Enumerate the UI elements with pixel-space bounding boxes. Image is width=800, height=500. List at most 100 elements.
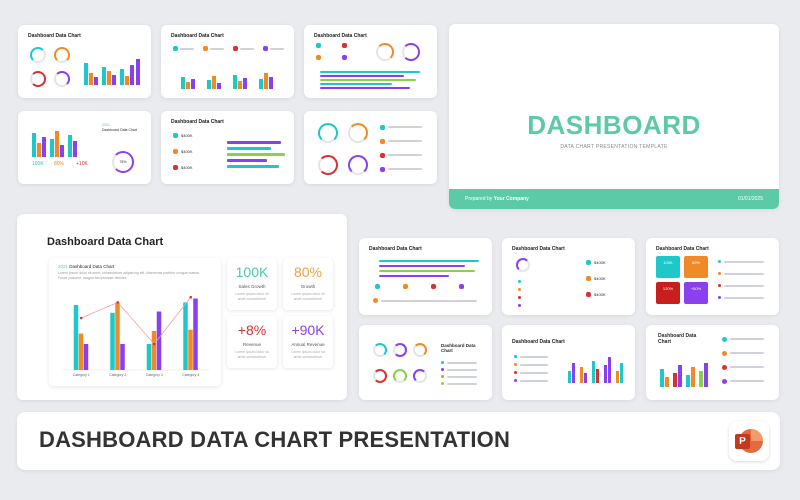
stat-value: 100K [235,264,269,280]
slide-thumb-8[interactable]: Dashboard Data Chart $400K $400K $400K [502,238,635,315]
bar-0-0 [73,305,79,370]
slide-thumb-4[interactable]: 2021 Dashboard Data Chart 100K 80% +10K … [18,111,151,184]
trend-point-2 [152,342,156,346]
slide-thumb-3[interactable]: Dashboard Data Chart [304,25,437,98]
mini-bar-chart [82,55,142,85]
x-tick-label: Category 4 [182,373,199,377]
stat-card-revenue: +8% Revenue Lorem ipsum dolor sit amet c… [227,316,277,368]
bar-2-2 [156,311,162,370]
chart-description: Lorem ipsum dolor sit amet, consectetuer… [58,271,200,280]
stat-label: Growth [300,284,316,289]
x-tick-label: Category 3 [146,373,163,377]
stat-value: $400K [181,165,193,170]
bar-1-0 [110,312,115,370]
stat-value: +10K [76,161,88,167]
stat-value: 80% [54,161,65,167]
featured-slide[interactable]: Dashboard Data Chart 2021 Dashboard Data… [17,214,347,400]
bar-3-2 [193,298,198,370]
slide-title: Dashboard Data Chart [658,333,697,345]
donut-ring [348,155,368,175]
stat-value: $400K [594,292,606,297]
bar-1-2 [120,344,125,370]
bar-2-1 [151,331,157,370]
bar-3-1 [188,329,193,370]
donut-ring [516,258,530,272]
trend-point-3 [189,295,193,299]
tile-purple: +50% [684,282,708,304]
stat-card-annual-revenue: +90K Annual Revenue Lorem ipsum dolor si… [283,316,333,368]
slide-thumb-2[interactable]: Dashboard Data Chart [161,25,294,98]
donut-ring [376,43,394,61]
donut-ring [413,369,427,383]
featured-title: Dashboard Data Chart [47,236,164,248]
trend-line [81,296,192,345]
slide-title: Dashboard Data Chart [171,119,224,125]
slide-thumb-12[interactable]: Dashboard Data Chart [646,325,779,400]
donut-ring [393,369,407,383]
donut-ring [54,71,70,87]
bar-0-1 [78,333,84,370]
donut-ring [30,71,46,87]
x-tick-label: Category 2 [109,373,126,377]
chart-panel: 2021 Dashboard Data Chart Lorem ipsum do… [49,258,221,386]
tile-teal: 100K [656,256,680,278]
stat-value: $400K [594,260,606,265]
slide-title: Dashboard Data Chart [441,343,476,353]
tile-orange: 80% [684,256,708,278]
title-banner: DASHBOARD DATA CHART PRESENTATION [17,412,780,470]
hero-slide[interactable]: DASHBOARD DATA CHART PRESENTATION TEMPLA… [449,24,779,209]
stat-value: +8% [237,322,267,338]
trend-point-1 [116,301,120,304]
stat-desc: Lorem ipsum dolor sit amet consectetuer [291,350,325,359]
hero-footer: Prepared by Your Company 01/01/2025 [449,189,779,209]
slide-title: Dashboard Data Chart [314,33,367,39]
donut-ring [318,123,338,143]
slide-thumb-7[interactable]: Dashboard Data Chart [359,238,492,315]
donut-ring [393,343,407,357]
donut-ring [112,151,134,173]
slide-thumb-1[interactable]: Dashboard Data Chart [18,25,151,98]
hero-title: DASHBOARD [527,110,701,140]
donut-percent: 75% [119,160,127,164]
slide-title: Dashboard Data Chart [28,33,81,39]
tile-red: 120% [656,282,680,304]
slide-thumb-11[interactable]: Dashboard Data Chart [502,325,635,400]
slide-title: Dashboard Data Chart [102,128,138,132]
donut-ring [413,343,427,357]
slide-thumb-10[interactable]: Dashboard Data Chart [359,325,492,400]
stat-desc: Lorem ipsum dolor sit amet consectetuer [235,350,269,359]
hero-date: 01/01/2025 [737,196,763,202]
hero-subtitle: DATA CHART PRESENTATION TEMPLATE [560,144,668,150]
stat-value: +90K [291,322,325,338]
bar-3-0 [183,302,188,370]
stat-card-sales-growth: 100K Sales Growth Lorem ipsum dolor sit … [227,258,277,310]
prepared-by: Prepared by Your Company [465,196,529,202]
donut-ring [402,43,420,61]
stat-value: $400K [181,133,193,138]
slide-title: Dashboard Data Chart [656,246,709,252]
slide-thumb-9[interactable]: Dashboard Data Chart 100K 80% 120% +50% [646,238,779,315]
slide-title: Dashboard Data Chart [512,246,565,252]
stat-label: Sales Growth [238,284,266,289]
stat-value: $400K [181,149,193,154]
donut-ring [318,155,338,175]
slide-title: Dashboard Data Chart [369,246,422,252]
x-tick-label: Category 1 [73,373,90,377]
stat-desc: Lorem ipsum dolor sit amet consectetuer [235,292,269,301]
bar-0-2 [83,344,89,370]
donut-ring [373,343,387,357]
donut-ring [373,369,387,383]
mini-bar-chart [32,129,80,157]
stat-label: Annual Revenue [291,342,325,347]
donut-ring [30,47,46,63]
mini-bar-chart [566,355,626,383]
mini-bar-chart [660,361,710,387]
slide-title: Dashboard Data Chart [171,33,224,39]
slide-thumb-6[interactable] [304,111,437,184]
banner-title: DASHBOARD DATA CHART PRESENTATION [39,427,511,452]
bar-chart: Category 1 Category 2 Category 3 Category 4 [63,295,209,377]
stat-card-growth: 80% Growth Lorem ipsum dolor sit amet co… [283,258,333,310]
bar-1-1 [115,302,120,370]
slide-thumb-5[interactable]: Dashboard Data Chart $400K $400K $400K [161,111,294,184]
donut-ring [54,47,70,63]
